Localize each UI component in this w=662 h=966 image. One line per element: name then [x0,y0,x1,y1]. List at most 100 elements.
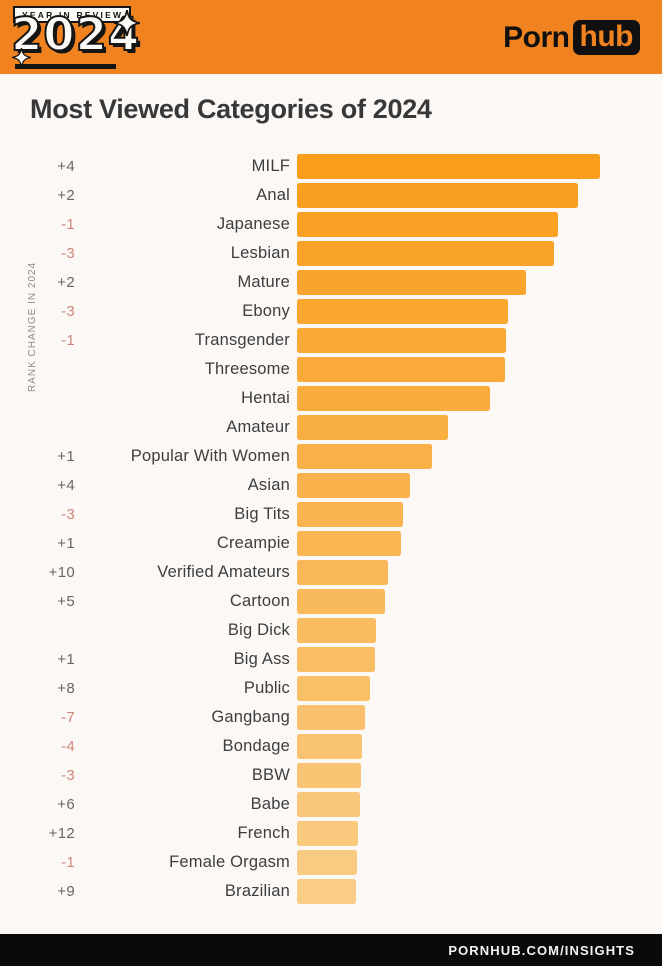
chart-row: Amateur [0,413,662,442]
category-bar [297,241,554,266]
category-label: French [237,824,290,842]
category-bar [297,299,508,324]
category-bar [297,183,578,208]
chart-row: -1 Female Orgasm [0,848,662,877]
rank-change-value: -3 [61,245,75,262]
bar-track [297,473,662,498]
category-label: Big Tits [234,505,290,523]
bar-track [297,589,662,614]
category-bar [297,531,401,556]
bar-track [297,560,662,585]
category-label: Anal [256,186,290,204]
chart-panel: Most Viewed Categories of 2024 RANK CHAN… [0,74,662,934]
category-label: Babe [250,795,290,813]
chart-row: -1 Transgender [0,326,662,355]
chart-row: -3 Big Tits [0,500,662,529]
category-label: Bondage [222,737,290,755]
header: YEAR IN REVIEW 2024 Porn hub [0,0,662,74]
rank-change-value: -3 [61,767,75,784]
rank-change-value: -7 [61,709,75,726]
chart-row: Threesome [0,355,662,384]
category-bar [297,154,600,179]
category-bar [297,792,361,817]
category-bar [297,386,490,411]
category-label: Female Orgasm [169,853,290,871]
category-label: MILF [251,157,290,175]
page-title: Most Viewed Categories of 2024 [30,94,432,124]
chart-row: +6 Babe [0,790,662,819]
chart-row: Big Dick [0,616,662,645]
category-label: Threesome [204,360,290,378]
chart-row: -3 Lesbian [0,239,662,268]
chart-row: +2 Anal [0,181,662,210]
bar-track [297,531,662,556]
rank-change-value: +12 [48,825,75,842]
chart-row: -7 Gangbang [0,703,662,732]
category-label: Hentai [241,389,290,407]
pornhub-logo-porn: Porn [503,20,570,54]
category-label: Popular With Women [130,447,290,465]
bar-track [297,763,662,788]
year-text: 2024 [10,8,141,61]
category-bar [297,705,365,730]
chart-row: +1 Big Ass [0,645,662,674]
category-bar [297,357,505,382]
rank-change-value: +8 [57,680,75,697]
category-bar [297,763,361,788]
footer-url: PORNHUB.COM/INSIGHTS [448,942,635,958]
category-label: BBW [251,766,290,784]
bar-track [297,879,662,904]
bar-track [297,705,662,730]
category-label: Japanese [216,215,290,233]
rank-change-value: -3 [61,303,75,320]
category-bar [297,734,363,759]
category-label: Mature [237,273,290,291]
chart-row: -4 Bondage [0,732,662,761]
category-label: Verified Amateurs [157,563,290,581]
year-in-review-logo: YEAR IN REVIEW 2024 [10,4,170,72]
category-bar [297,618,377,643]
sparkle-icon [114,10,140,36]
bar-track [297,502,662,527]
rank-change-value: +4 [57,477,75,494]
bar-track [297,415,662,440]
category-label: Cartoon [229,592,290,610]
rank-change-value: -1 [61,216,75,233]
chart-row: +1 Creampie [0,529,662,558]
rank-change-value: +1 [57,651,75,668]
bar-track [297,647,662,672]
category-bar [297,473,411,498]
bar-track [297,357,662,382]
category-bar [297,444,433,469]
category-bar [297,502,404,527]
category-label: Public [243,679,290,697]
rank-change-value: -3 [61,506,75,523]
rank-change-value: +5 [57,593,75,610]
chart-row: +5 Cartoon [0,587,662,616]
bar-track [297,386,662,411]
chart-row: +4 Asian [0,471,662,500]
category-bar [297,212,558,237]
rank-change-value: -4 [61,738,75,755]
bar-track [297,154,662,179]
category-label: Big Dick [227,621,290,639]
rank-change-value: +4 [57,158,75,175]
rank-change-value: -1 [61,332,75,349]
category-bar [297,589,385,614]
rank-change-value: -1 [61,854,75,871]
category-label: Big Ass [233,650,290,668]
category-bar [297,560,388,585]
category-label: Amateur [226,418,290,436]
sparkle-icon [12,48,31,67]
pornhub-logo: Porn hub [503,20,640,55]
chart-row: +2 Mature [0,268,662,297]
bar-track [297,270,662,295]
chart-row: -3 Ebony [0,297,662,326]
chart-row: +8 Public [0,674,662,703]
category-label: Creampie [216,534,290,552]
rank-change-value: +9 [57,883,75,900]
bar-track [297,328,662,353]
bar-track [297,734,662,759]
bar-track [297,212,662,237]
chart-row: -1 Japanese [0,210,662,239]
